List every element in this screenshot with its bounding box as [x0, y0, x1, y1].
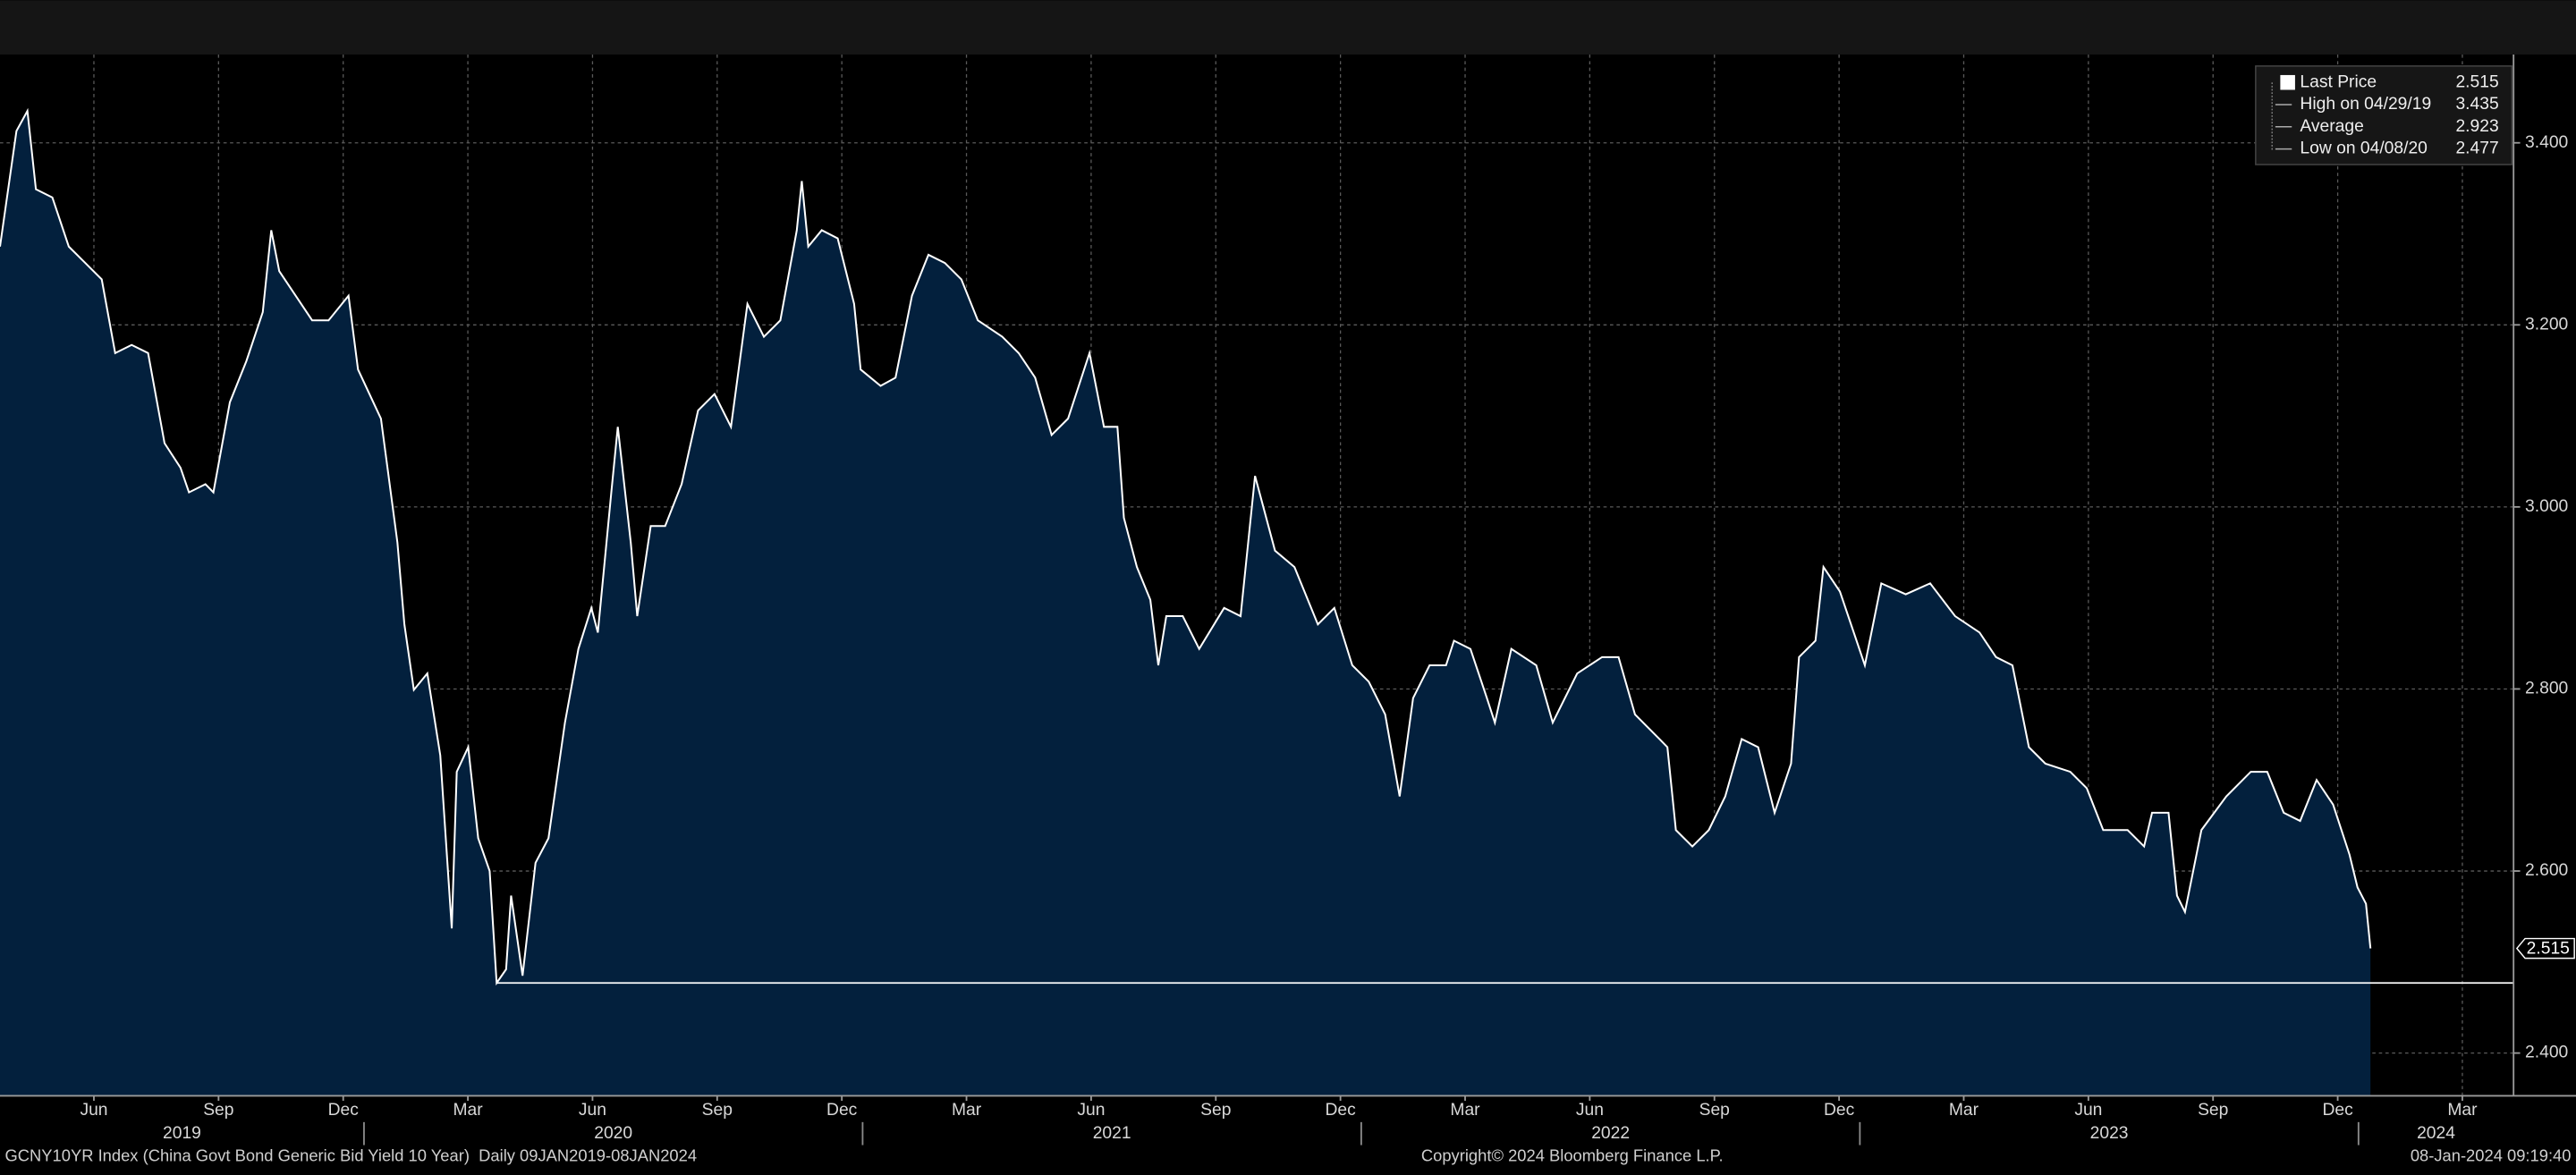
- footer-right: 08-Jan-2024 09:19:40: [2411, 1145, 2572, 1164]
- x-tick-label: Sep: [1699, 1101, 1730, 1120]
- legend-swatch: [2280, 74, 2295, 90]
- legend-label: Low on 04/08/20: [2300, 139, 2427, 158]
- x-tick-label: Dec: [2322, 1101, 2353, 1120]
- x-tick-label: Jun: [1077, 1101, 1105, 1120]
- x-tick-label: Mar: [2447, 1101, 2478, 1120]
- x-tick-label: Jun: [579, 1101, 606, 1120]
- last-price-tag: [2515, 937, 2575, 959]
- x-tick-label: Dec: [328, 1101, 360, 1120]
- year-label: 2024: [2417, 1124, 2455, 1143]
- x-tick-label: Mar: [1450, 1101, 1480, 1120]
- y-tick-label: 3.200: [2525, 315, 2568, 334]
- legend-label: Last Price: [2300, 72, 2377, 91]
- year-label: 2020: [594, 1124, 632, 1143]
- area: [0, 111, 2371, 1096]
- footer-left: GCNY10YR Index (China Govt Bond Generic …: [5, 1145, 698, 1164]
- legend-label: High on 04/29/19: [2300, 95, 2431, 114]
- legend-value: 2.477: [2455, 139, 2498, 158]
- x-tick-label: Mar: [952, 1101, 982, 1120]
- x-tick-label: Sep: [203, 1101, 233, 1120]
- x-tick-label: Mar: [453, 1101, 483, 1120]
- legend-label: Average: [2300, 117, 2363, 136]
- x-tick-label: Sep: [2198, 1101, 2228, 1120]
- y-tick-label: 2.400: [2525, 1044, 2568, 1062]
- y-tick-label: 3.000: [2525, 497, 2568, 516]
- legend-value: 2.515: [2455, 72, 2498, 91]
- x-tick-label: Mar: [1949, 1101, 1979, 1120]
- x-tick-label: Dec: [1326, 1101, 1357, 1120]
- year-label: 2019: [163, 1124, 201, 1143]
- y-tick-label: 2.800: [2525, 680, 2568, 698]
- x-tick-label: Sep: [702, 1101, 733, 1120]
- legend-value: 2.923: [2455, 117, 2498, 136]
- year-label: 2022: [1591, 1124, 1630, 1143]
- x-tick-label: Jun: [1576, 1101, 1604, 1120]
- x-tick-label: Dec: [1824, 1101, 1855, 1120]
- legend-value: 3.435: [2455, 95, 2498, 114]
- last-price-label: 2.515: [2527, 940, 2570, 959]
- x-tick-label: Jun: [80, 1101, 107, 1120]
- year-label: 2023: [2090, 1124, 2129, 1143]
- line: [0, 107, 2372, 986]
- x-tick-label: Dec: [826, 1101, 858, 1120]
- x-tick-label: Jun: [2074, 1101, 2102, 1120]
- footer-center: Copyright© 2024 Bloomberg Finance L.P.: [1421, 1145, 1724, 1164]
- y-tick-label: 2.600: [2525, 861, 2568, 880]
- y-tick-label: 3.400: [2525, 133, 2568, 152]
- top-bar: [0, 0, 2576, 55]
- year-label: 2021: [1093, 1124, 1131, 1143]
- legend-box: [2255, 65, 2513, 165]
- x-tick-label: Sep: [1200, 1101, 1231, 1120]
